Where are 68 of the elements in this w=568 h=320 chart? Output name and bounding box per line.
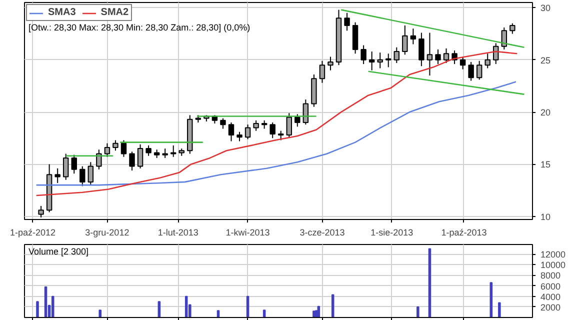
line-series [36, 81, 517, 186]
y-tick-label: 4000 [540, 292, 561, 302]
candlestick [146, 144, 152, 156]
y-tick-label: 10000 [540, 260, 566, 270]
y-tick-label: 30 [540, 3, 551, 14]
candlestick [96, 149, 102, 170]
candlestick [435, 48, 441, 65]
candlestick [302, 99, 309, 126]
candlestick [501, 27, 508, 50]
candlestick [112, 140, 118, 152]
candlestick [426, 32, 433, 76]
candlestick [443, 48, 450, 64]
candlestick [460, 56, 466, 70]
candlestick [360, 44, 366, 65]
annotation: Volume [2 300] [28, 246, 89, 256]
legend-label: SMA3 [48, 7, 76, 18]
candlestick [270, 122, 276, 139]
candlestick [253, 120, 259, 132]
candlestick [62, 153, 69, 180]
y-tick-label: 15 [540, 160, 551, 170]
candlestick [468, 61, 474, 82]
candlestick [377, 52, 383, 69]
candlestick [244, 124, 251, 140]
candlestick [328, 56, 334, 71]
legend-label: SMA2 [100, 7, 129, 18]
candlestick [170, 144, 176, 158]
candlestick [137, 144, 144, 169]
candlestick [220, 118, 226, 130]
candlestick [236, 131, 242, 142]
candlestick [386, 53, 392, 68]
candlestick [228, 122, 234, 142]
candlestick [510, 22, 516, 34]
candlestick [294, 114, 300, 128]
candlestick [104, 142, 110, 158]
candlestick [476, 60, 482, 80]
candlestick [54, 168, 60, 184]
candlestick [88, 162, 94, 186]
y-tick-label: 20 [540, 108, 551, 118]
y-tick-label: 6000 [540, 281, 561, 292]
y-tick-label: 12000 [540, 250, 566, 260]
x-tick-label: 1-paź-2012 [10, 228, 56, 238]
y-tick-label: 25 [540, 55, 551, 66]
x-tick-label: 1-paź-2013 [441, 228, 487, 238]
candlestick [80, 166, 86, 187]
candlestick [344, 12, 350, 32]
y-tick-label: 2000 [540, 302, 561, 312]
candlestick [352, 22, 358, 54]
candlestick [286, 112, 292, 138]
candlestick [71, 154, 77, 174]
x-tick-label: 3-gru-2012 [85, 228, 130, 238]
x-tick-label: 3-cze-2013 [300, 228, 345, 238]
candlestick [162, 148, 168, 158]
x-tick-label: 1-sie-2013 [370, 228, 414, 238]
y-tick-label: 8000 [540, 270, 561, 281]
y-tick-label: 10 [540, 212, 551, 222]
candlestick [402, 24, 408, 56]
candlestick [394, 46, 400, 64]
candlestick [418, 32, 424, 67]
candlestick [368, 51, 375, 71]
x-tick-label: 1-lut-2013 [158, 228, 198, 238]
candlestick [410, 28, 416, 45]
x-tick-label: 1-kwi-2013 [226, 228, 270, 238]
candlestick [129, 151, 135, 171]
annotation: [Otw.: 28,30 Max: 28,30 Min: 28,30 Zam.: 28,30] (0,0%) [28, 22, 250, 32]
candlestick [120, 140, 127, 158]
candlestick [278, 130, 284, 141]
candlestick [319, 60, 326, 84]
candlestick [484, 53, 490, 69]
